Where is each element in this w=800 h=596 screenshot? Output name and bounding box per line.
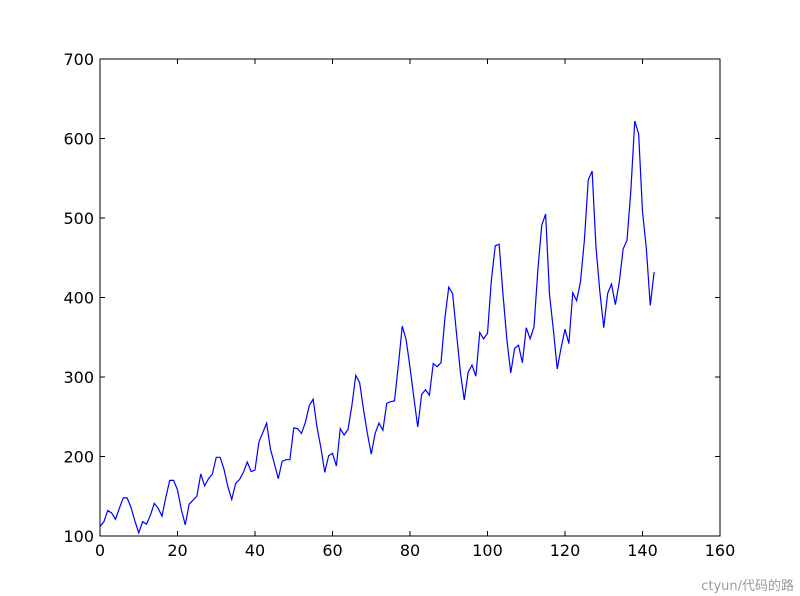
x-tick-label: 40 [245,541,265,560]
y-tick-label: 200 [63,448,94,467]
x-tick-label: 60 [322,541,342,560]
watermark-text: ctyun/代码的路 [701,579,794,594]
x-tick-label: 100 [472,541,503,560]
x-tick-label: 120 [550,541,581,560]
x-tick-label: 20 [167,541,187,560]
y-tick-label: 400 [63,289,94,308]
y-tick-label: 700 [63,50,94,69]
plot-area-frame [99,58,721,537]
x-tick-label: 160 [705,541,736,560]
y-tick-label: 300 [63,368,94,387]
y-tick-label: 600 [63,130,94,149]
x-tick-label: 140 [627,541,658,560]
x-tick-label: 80 [400,541,420,560]
y-axis-ticks: 100 200 300 400 500 600 700 [63,50,720,546]
x-axis-ticks: 0 20 40 60 80 100 120 140 160 [95,59,735,560]
series-line [99,120,655,535]
x-tick-label: 0 [95,541,105,560]
y-tick-label: 100 [63,527,94,546]
y-tick-label: 500 [63,209,94,228]
